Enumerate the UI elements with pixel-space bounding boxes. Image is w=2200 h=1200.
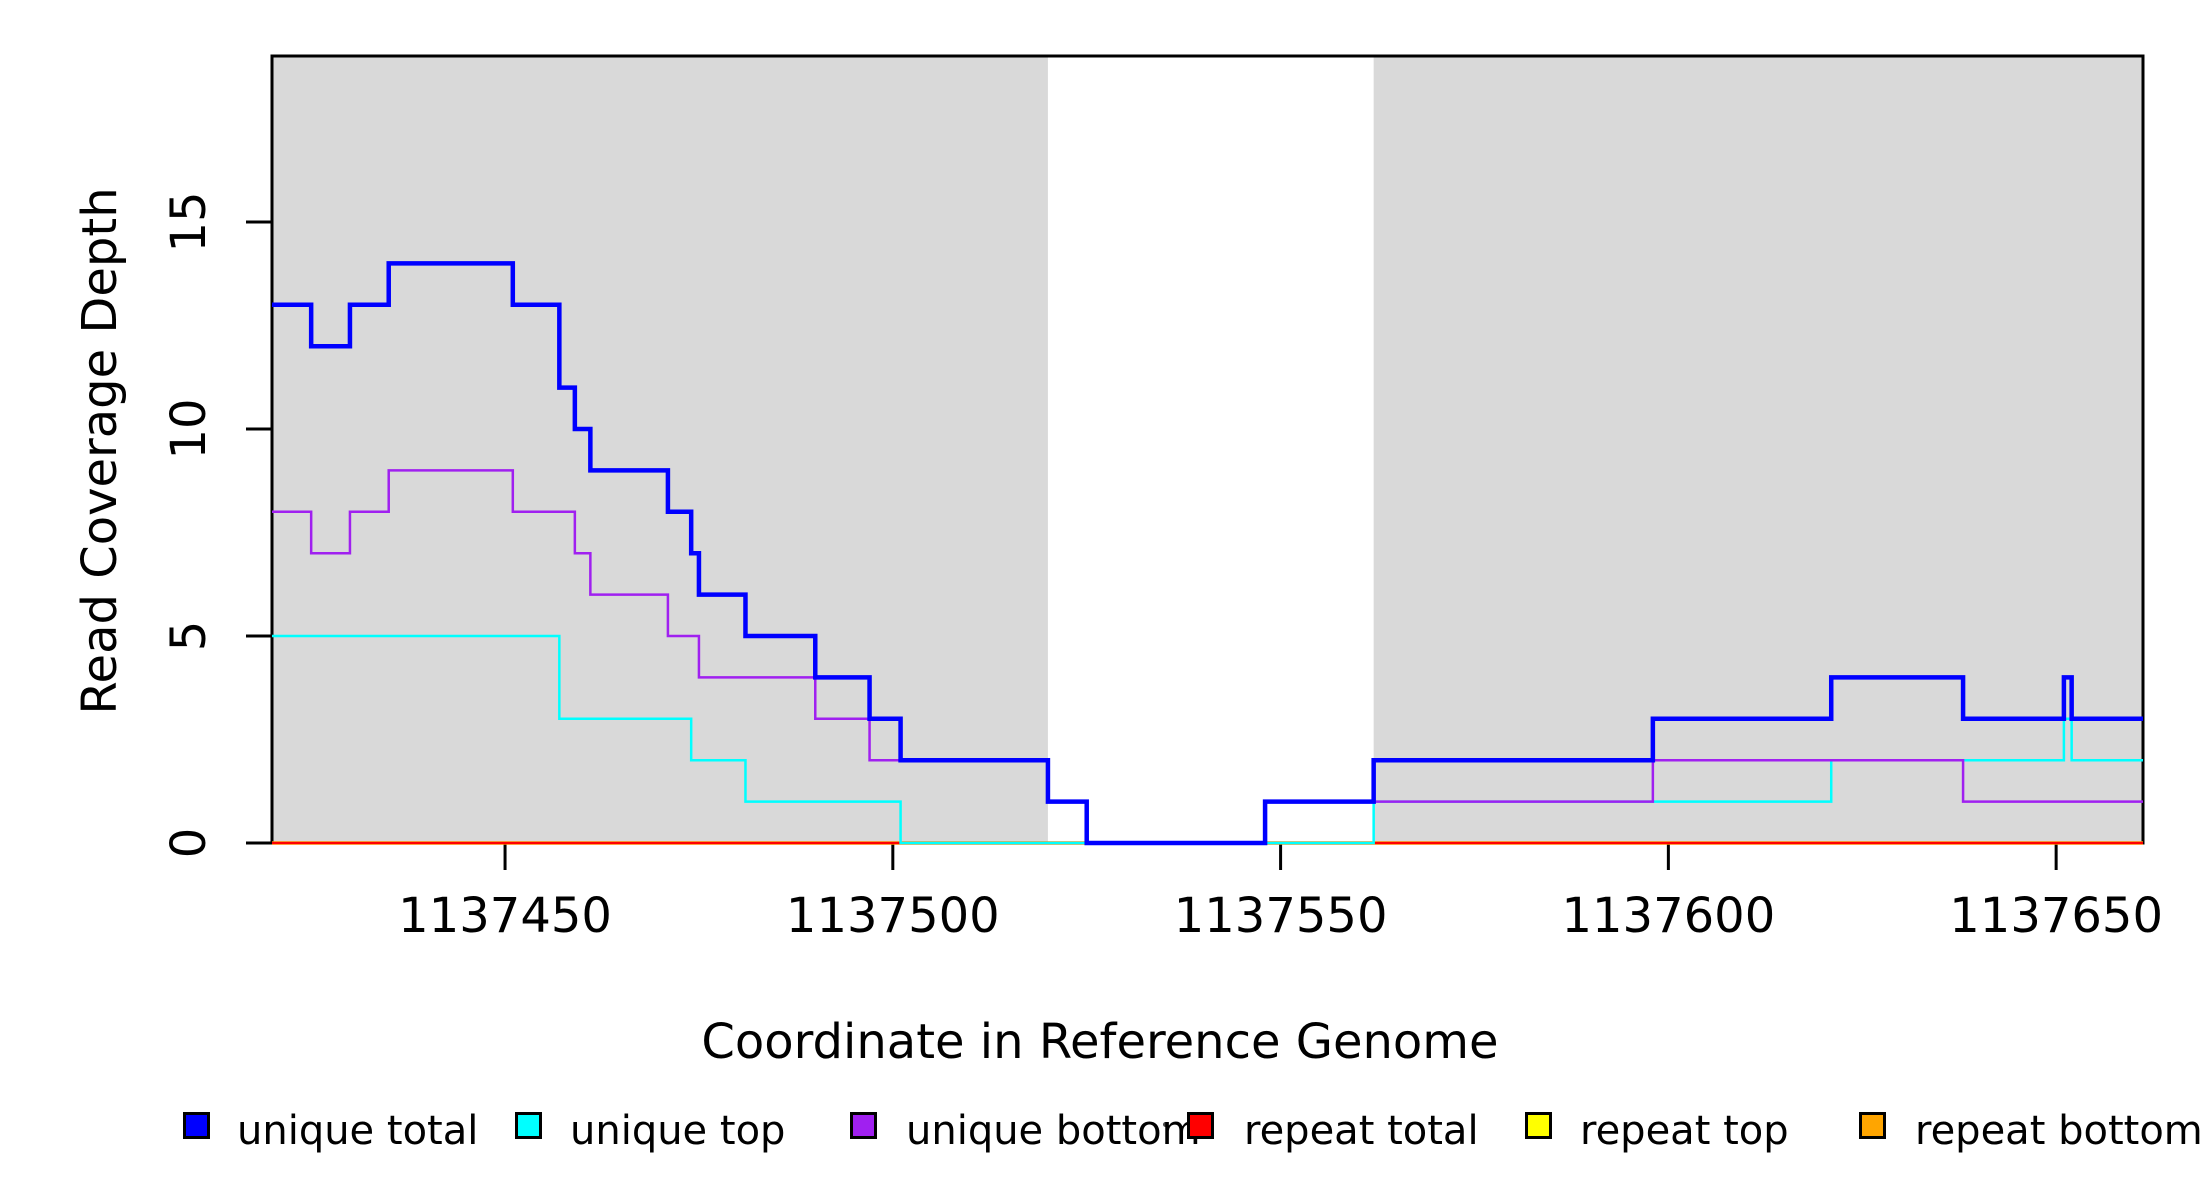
- legend: unique total unique top unique bottom repea…: [0, 1108, 2200, 1168]
- series-line-unique-total: [272, 261, 2143, 846]
- x-tick-label: 1137500: [786, 888, 1000, 944]
- legend-swatch-repeat-bottom: [1859, 1112, 1886, 1139]
- x-tick-label: 1137550: [1174, 888, 1388, 944]
- unique-region-right-shading: [1373, 57, 2143, 843]
- legend-label-unique-total: unique total: [237, 1108, 479, 1154]
- y-tick-label: 0: [161, 828, 217, 859]
- y-tick-label: 10: [161, 398, 217, 459]
- y-tick-label: 5: [161, 621, 217, 652]
- y-tick-label: 15: [161, 191, 217, 252]
- legend-label-repeat-top: repeat top: [1580, 1108, 1789, 1154]
- legend-swatch-unique-total: [183, 1112, 210, 1139]
- x-tick-label: 1137650: [1949, 888, 2163, 944]
- legend-swatch-repeat-total: [1187, 1112, 1214, 1139]
- unique-region-left-shading: [272, 57, 1048, 843]
- legend-label-unique-top: unique top: [570, 1108, 786, 1154]
- x-axis-title: Coordinate in Reference Genome: [701, 1014, 1499, 1070]
- legend-swatch-unique-bottom: [850, 1112, 877, 1139]
- legend-label-repeat-bottom: repeat bottom: [1915, 1108, 2200, 1154]
- legend-swatch-unique-top: [515, 1112, 542, 1139]
- legend-swatch-repeat-top: [1525, 1112, 1552, 1139]
- legend-label-repeat-total: repeat total: [1244, 1108, 1479, 1154]
- x-tick-label: 1137600: [1561, 888, 1775, 944]
- legend-label-unique-bottom: unique bottom: [906, 1108, 1201, 1154]
- y-axis-title: Read Coverage Depth: [72, 187, 128, 715]
- x-tick-label: 1137450: [398, 888, 612, 944]
- stray-dot-artifact: [1163, 1122, 1168, 1127]
